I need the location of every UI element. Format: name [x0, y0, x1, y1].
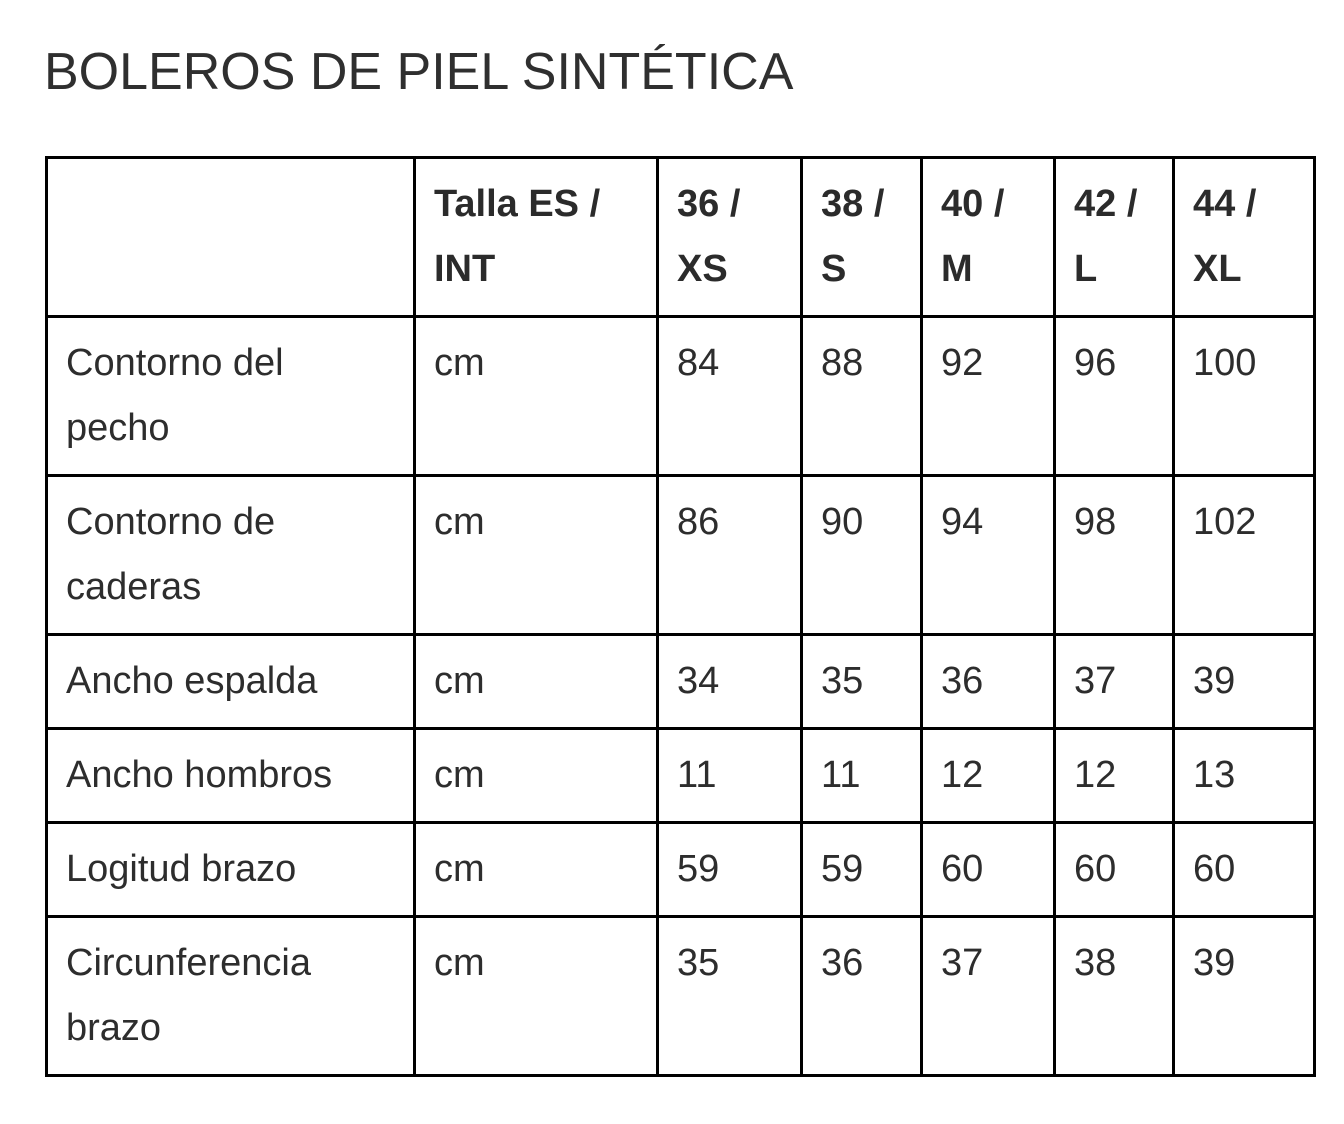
table-row: Ancho hombros cm 11 11 12 12 13 [45, 727, 1316, 824]
value-cell: 39 [1172, 633, 1316, 730]
table-body: Contorno del pecho cm 84 88 92 96 100 Contorno … [45, 315, 1316, 1077]
value-cell: 98 [1053, 474, 1175, 636]
value-cell: 60 [920, 821, 1056, 918]
value-cell: 100 [1172, 315, 1316, 477]
corner-cell [45, 156, 416, 318]
unit-cell: cm [413, 474, 659, 636]
value-cell: 37 [1053, 633, 1175, 730]
value-cell: 86 [656, 474, 803, 636]
row-label: Ancho hombros [66, 754, 333, 796]
value-cell: 34 [656, 633, 803, 730]
table-row: Logitud brazo cm 59 59 60 60 60 [45, 821, 1316, 918]
value-cell: 11 [656, 727, 803, 824]
column-header: 36 / XS [656, 156, 803, 318]
column-header: 40 / M [920, 156, 1056, 318]
value-cell: 88 [800, 315, 923, 477]
value-cell: 12 [1053, 727, 1175, 824]
column-header: 44 / XL [1172, 156, 1316, 318]
row-label-cell: Circunferencia brazo [45, 915, 416, 1077]
row-label-cell: Ancho hombros [45, 727, 416, 824]
value-cell: 12 [920, 727, 1056, 824]
row-label: Logitud brazo [66, 848, 297, 890]
value-cell: 11 [800, 727, 923, 824]
value-cell: 37 [920, 915, 1056, 1077]
value-cell: 96 [1053, 315, 1175, 477]
row-label-cell: Logitud brazo [45, 821, 416, 918]
value-cell: 84 [656, 315, 803, 477]
column-header: 42 / L [1053, 156, 1175, 318]
row-label: Contorno de caderas [66, 501, 276, 608]
value-cell: 59 [800, 821, 923, 918]
value-cell: 35 [656, 915, 803, 1077]
unit-cell: cm [413, 633, 659, 730]
unit-cell: cm [413, 821, 659, 918]
table-row: Contorno de caderas cm 86 90 94 98 102 [45, 474, 1316, 636]
value-cell: 60 [1172, 821, 1316, 918]
table-row: Ancho espalda cm 34 35 36 37 39 [45, 633, 1316, 730]
row-label: Contorno del pecho [66, 342, 284, 449]
column-header: Talla ES / INT [413, 156, 659, 318]
unit-cell: cm [413, 315, 659, 477]
value-cell: 59 [656, 821, 803, 918]
table-row: Contorno del pecho cm 84 88 92 96 100 [45, 315, 1316, 477]
value-cell: 38 [1053, 915, 1175, 1077]
unit-cell: cm [413, 915, 659, 1077]
row-label-cell: Contorno del pecho [45, 315, 416, 477]
row-label: Ancho espalda [66, 660, 318, 702]
row-label-cell: Ancho espalda [45, 633, 416, 730]
unit-cell: cm [413, 727, 659, 824]
row-label-cell: Contorno de caderas [45, 474, 416, 636]
value-cell: 60 [1053, 821, 1175, 918]
row-label: Circunferencia brazo [66, 942, 311, 1049]
value-cell: 92 [920, 315, 1056, 477]
value-cell: 90 [800, 474, 923, 636]
value-cell: 39 [1172, 915, 1316, 1077]
table-row: Circunferencia brazo cm 35 36 37 38 39 [45, 915, 1316, 1077]
value-cell: 36 [920, 633, 1056, 730]
column-header: 38 / S [800, 156, 923, 318]
value-cell: 94 [920, 474, 1056, 636]
value-cell: 102 [1172, 474, 1316, 636]
value-cell: 36 [800, 915, 923, 1077]
page-title: BOLEROS DE PIEL SINTÉTICA [44, 43, 794, 101]
value-cell: 35 [800, 633, 923, 730]
value-cell: 13 [1172, 727, 1316, 824]
